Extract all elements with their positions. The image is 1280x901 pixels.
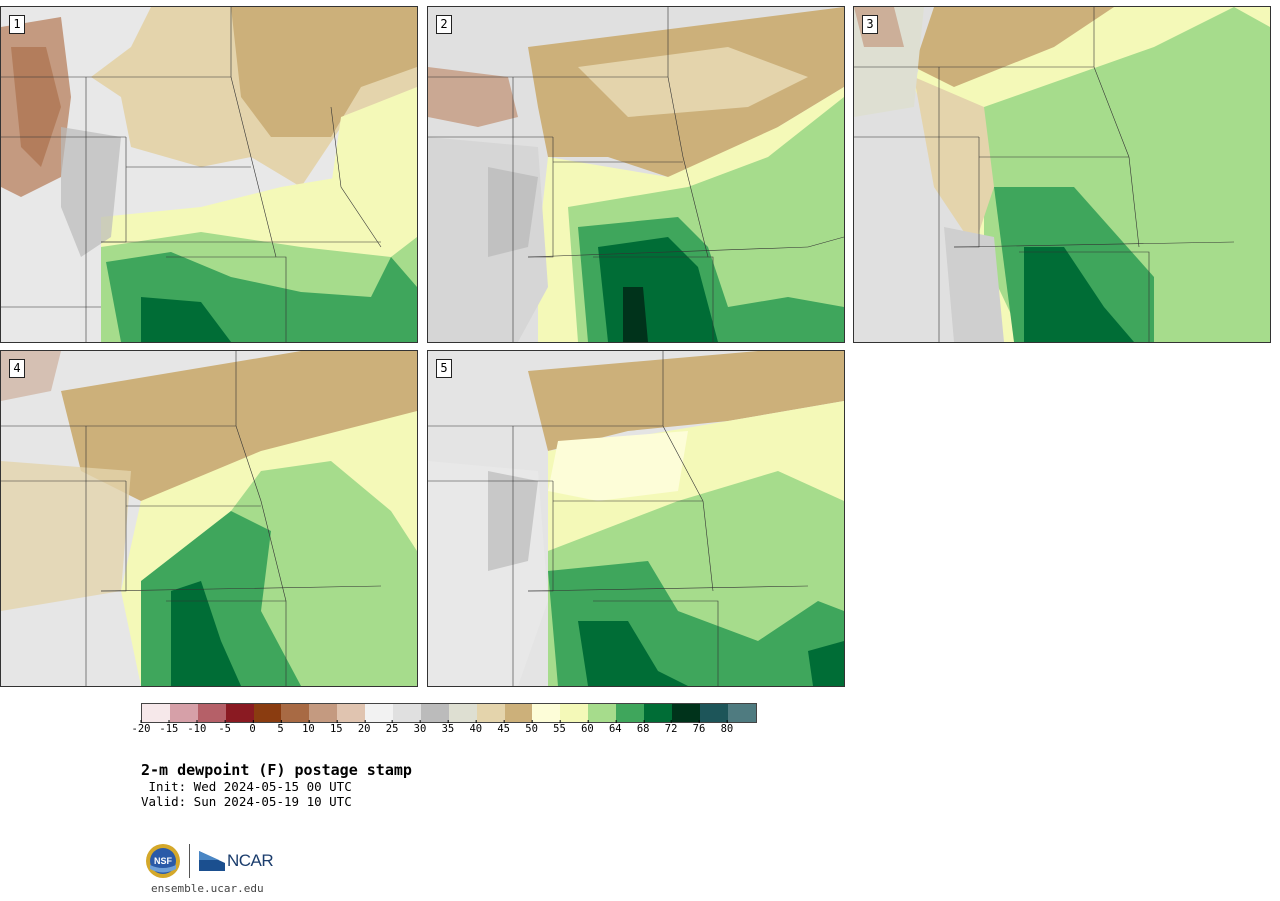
colorbar-tick: 72	[664, 720, 678, 735]
panel-1: 1	[0, 6, 418, 343]
colorbar-swatch	[309, 704, 338, 722]
colorbar-tick: 68	[636, 720, 650, 735]
colorbar-swatch	[197, 704, 226, 722]
colorbar-tick: 55	[553, 720, 566, 735]
panel-5: 5	[427, 350, 845, 687]
panel-3: 3	[853, 6, 1271, 343]
colorbar-tick: 15	[329, 720, 343, 735]
logos: NSF NCAR	[145, 843, 274, 879]
panel-number-label: 3	[862, 15, 878, 34]
colorbar-swatch	[225, 704, 254, 722]
valid-time: Valid: Sun 2024-05-19 10 UTC	[141, 794, 352, 809]
ncar-logo-text: NCAR	[227, 851, 274, 870]
colorbar-tick: 80	[720, 720, 734, 735]
colorbar-tick: 64	[608, 720, 622, 735]
colorbar-tick: -20	[131, 720, 151, 735]
colorbar-swatch	[393, 704, 421, 722]
colorbar-tick: 5	[277, 720, 284, 735]
colorbar-swatch	[476, 704, 505, 722]
colorbar-swatch	[671, 704, 700, 722]
dewpoint-map-5	[428, 351, 844, 686]
init-time: Init: Wed 2024-05-15 00 UTC	[141, 779, 352, 794]
colorbar-tick: 30	[413, 720, 427, 735]
colorbar-tick: -15	[159, 720, 179, 735]
nsf-logo-icon: NSF	[146, 844, 180, 878]
colorbar-swatch	[142, 704, 170, 722]
panel-number-label: 5	[436, 359, 452, 378]
dewpoint-map-2	[428, 7, 844, 342]
panel-number-label: 2	[436, 15, 452, 34]
colorbar-swatch	[532, 704, 561, 722]
ncar-logo-icon	[199, 851, 225, 871]
panel-4: 4	[0, 350, 418, 687]
colorbar-swatch	[281, 704, 310, 722]
figure-title: 2-m dewpoint (F) postage stamp	[141, 761, 412, 779]
logo-divider	[189, 844, 190, 878]
colorbar-swatch	[365, 704, 394, 722]
colorbar-tick: -10	[187, 720, 207, 735]
colorbar-tick: 50	[525, 720, 538, 735]
panel-2: 2	[427, 6, 845, 343]
dewpoint-map-4	[1, 351, 417, 686]
colorbar-tick: 0	[249, 720, 256, 735]
colorbar-swatch	[253, 704, 282, 722]
colorbar-tick: 10	[302, 720, 315, 735]
colorbar-swatch	[504, 704, 533, 722]
colorbar-tick: 20	[357, 720, 371, 735]
colorbar-swatch	[616, 704, 645, 722]
colorbar-tick-labels: -20 -15 -10 -5 0 5 10 15 20 25 30 35 40 45 50 55 60 64 68 7…	[132, 720, 757, 743]
colorbar-tick: 60	[581, 720, 594, 735]
dewpoint-map-1	[1, 7, 417, 342]
colorbar-swatch	[448, 704, 477, 722]
colorbar-tick: 25	[385, 720, 399, 735]
panel-number-label: 1	[9, 15, 25, 34]
colorbar-tick: -5	[218, 720, 232, 735]
colorbar-tick: 76	[692, 720, 706, 735]
colorbar-swatch	[644, 704, 672, 722]
colorbar-swatch	[699, 704, 728, 722]
dewpoint-map-3	[854, 7, 1270, 342]
colorbar-tick: 45	[497, 720, 511, 735]
colorbar-tick: 35	[441, 720, 455, 735]
colorbar-swatch	[727, 704, 756, 722]
dewpoint-colorbar	[141, 703, 757, 723]
nsf-logo-text: NSF	[154, 856, 173, 866]
colorbar-swatch	[169, 704, 198, 722]
colorbar-tick: 40	[469, 720, 483, 735]
website-url: ensemble.ucar.edu	[151, 882, 264, 895]
colorbar-swatch	[588, 704, 617, 722]
colorbar-swatch	[420, 704, 449, 722]
colorbar-swatch	[337, 704, 366, 722]
panel-number-label: 4	[9, 359, 25, 378]
colorbar-swatch	[560, 704, 589, 722]
